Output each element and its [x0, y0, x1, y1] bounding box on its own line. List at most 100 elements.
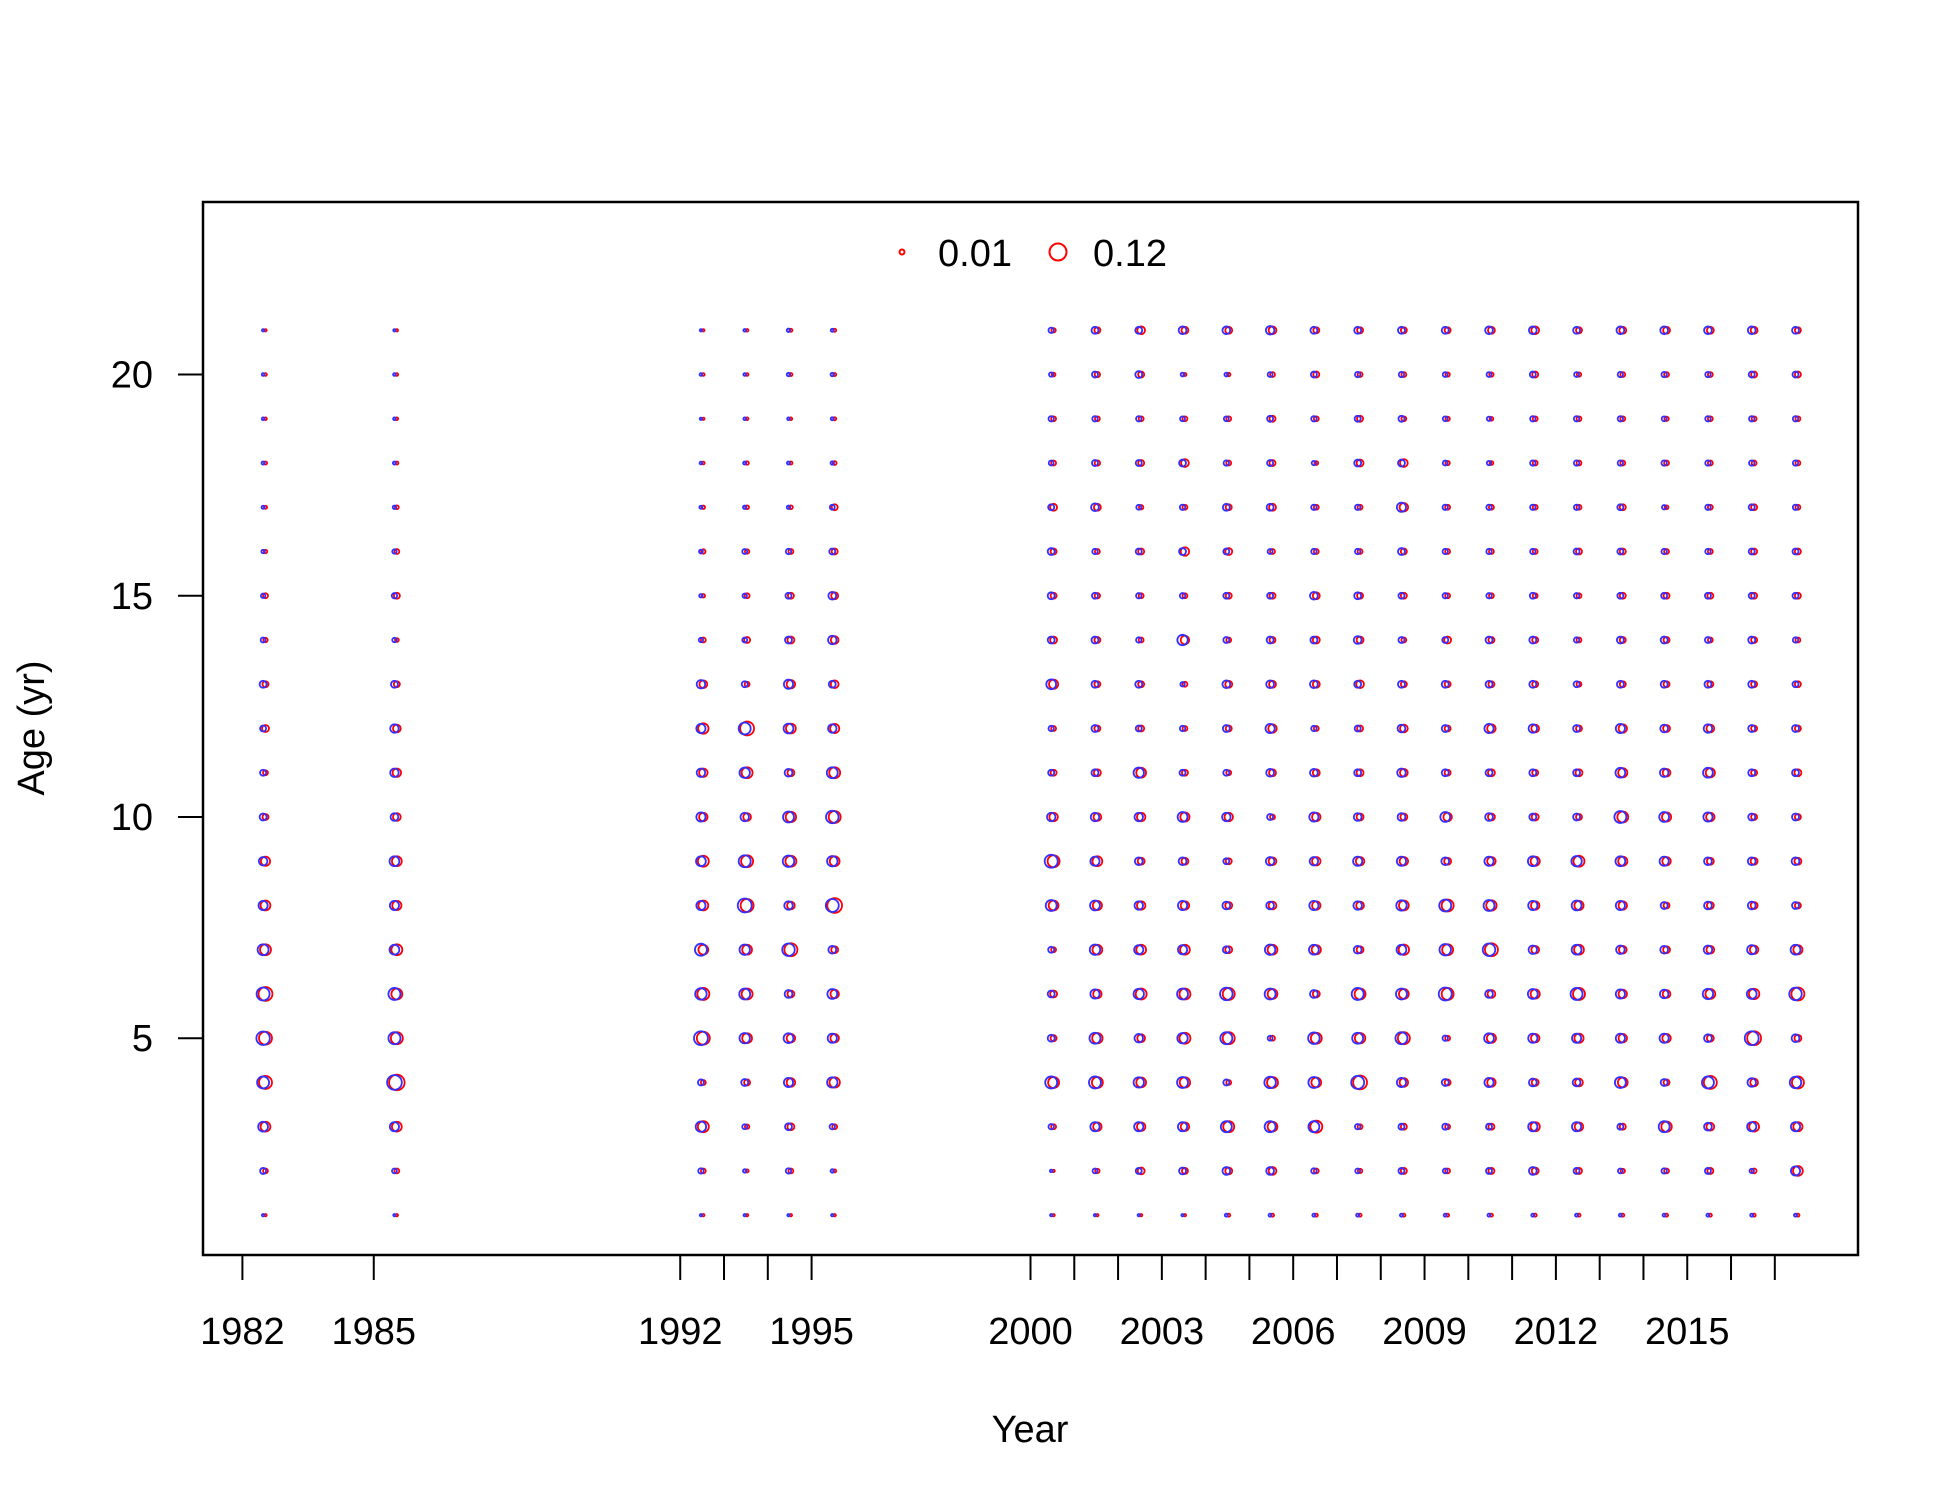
bubble-point — [1485, 371, 1493, 378]
bubble-point — [699, 636, 707, 644]
bubble-point — [1704, 503, 1712, 511]
bubble-point — [1310, 1167, 1318, 1175]
bubble-point — [1133, 900, 1144, 911]
bubble-point — [1747, 724, 1757, 733]
bubble-point — [1788, 1075, 1803, 1090]
legend-bubble-small — [898, 248, 906, 256]
bubble-point — [742, 372, 747, 377]
bubble-point — [1703, 679, 1713, 689]
bubble-point — [1485, 415, 1493, 422]
bubble-point — [1395, 855, 1407, 867]
bubble-point — [1132, 766, 1145, 779]
bubble-point — [1441, 1167, 1449, 1175]
bubble-point — [1440, 325, 1450, 335]
bubble-point — [1440, 856, 1451, 867]
bubble-point — [825, 809, 840, 825]
bubble-point — [1264, 856, 1276, 867]
bubble-point — [1572, 547, 1581, 556]
bubble-point — [829, 1168, 835, 1174]
bubble-point — [255, 986, 271, 1002]
bubble-point — [1136, 325, 1146, 336]
bubble-point — [1044, 1075, 1059, 1090]
bubble-point — [1178, 1166, 1187, 1176]
bubble-point — [1573, 636, 1581, 644]
bubble-point — [1180, 458, 1190, 468]
bubble-point — [1747, 635, 1757, 645]
bubble-point — [1179, 546, 1191, 557]
bubble-point — [1352, 900, 1363, 911]
bubble-point — [1266, 371, 1274, 378]
bubble-point — [388, 899, 400, 911]
bubble-series-1 — [255, 325, 1803, 1218]
bubble-point — [1181, 680, 1189, 688]
bubble-point — [829, 723, 841, 734]
bubble-point — [1749, 1212, 1755, 1218]
bubble-point — [1791, 812, 1800, 822]
bubble-point — [737, 854, 752, 869]
bubble-point — [1573, 371, 1580, 378]
bubble-point — [1397, 370, 1406, 379]
bubble-point — [1573, 592, 1581, 600]
bubble-point — [1485, 547, 1493, 556]
bubble-point — [1221, 679, 1232, 690]
bubble-point — [1441, 592, 1449, 600]
bubble-point — [1223, 371, 1230, 378]
bubble-point — [1702, 723, 1714, 734]
x-tick-label: 2003 — [1120, 1311, 1205, 1353]
bubble-point — [1750, 1167, 1758, 1175]
bubble-point — [694, 987, 708, 1001]
bubble-point — [1439, 811, 1452, 823]
bubble-point — [1660, 459, 1668, 467]
bubble-point — [1791, 459, 1800, 467]
bubble-point — [258, 1075, 273, 1090]
bubble-point — [1441, 459, 1449, 467]
bubble-point — [1136, 1213, 1141, 1218]
bubble-point — [1746, 944, 1758, 956]
bubble-point — [1266, 459, 1275, 467]
bubble-point — [1047, 724, 1055, 733]
bubble-point — [1263, 1120, 1277, 1134]
bubble-point — [783, 678, 794, 690]
x-tick-label: 1985 — [331, 1311, 416, 1353]
bubble-point — [1310, 415, 1318, 423]
bubble-point — [742, 1213, 747, 1218]
bubble-point — [1483, 1076, 1495, 1088]
bubble-point — [1746, 900, 1757, 911]
bubble-point — [1048, 371, 1055, 378]
bubble-point — [741, 1123, 749, 1131]
bubble-point — [1530, 1212, 1536, 1218]
bubble-point — [1397, 547, 1406, 556]
bubble-point — [1746, 856, 1757, 867]
bubble-point — [1793, 1212, 1798, 1218]
bubble-point — [1616, 635, 1625, 645]
bubble-point — [784, 635, 793, 645]
bubble-point — [1791, 325, 1800, 335]
bubble-point — [695, 855, 707, 868]
bubble-point — [1350, 1075, 1366, 1090]
bubble-point — [1444, 1167, 1451, 1175]
bubble-point — [1046, 811, 1057, 823]
bubble-point — [1308, 811, 1320, 823]
bubble-point — [783, 900, 794, 911]
bubble-point — [388, 1121, 400, 1133]
bubble-point — [1617, 1167, 1624, 1175]
bubble-point — [1484, 989, 1494, 999]
bubble-point — [1091, 415, 1099, 423]
bubble-point — [696, 854, 710, 868]
bubble-point — [1702, 811, 1714, 823]
bubble-point — [830, 1213, 835, 1218]
bubble-point — [1049, 1213, 1054, 1218]
bubble-point — [1484, 635, 1494, 645]
bubble-point — [1529, 459, 1537, 467]
bubble-point — [393, 548, 401, 555]
bubble-point — [1046, 591, 1056, 601]
bubble-point — [1437, 986, 1453, 1002]
bubble-point — [391, 1167, 398, 1175]
bubble-point — [698, 548, 704, 555]
bubble-point — [1657, 1120, 1671, 1134]
bubble-point — [389, 767, 400, 778]
bubble-point — [1484, 812, 1494, 822]
bubble-point — [1704, 370, 1712, 379]
bubble-point — [387, 987, 402, 1001]
bubble-point — [1088, 1031, 1102, 1045]
